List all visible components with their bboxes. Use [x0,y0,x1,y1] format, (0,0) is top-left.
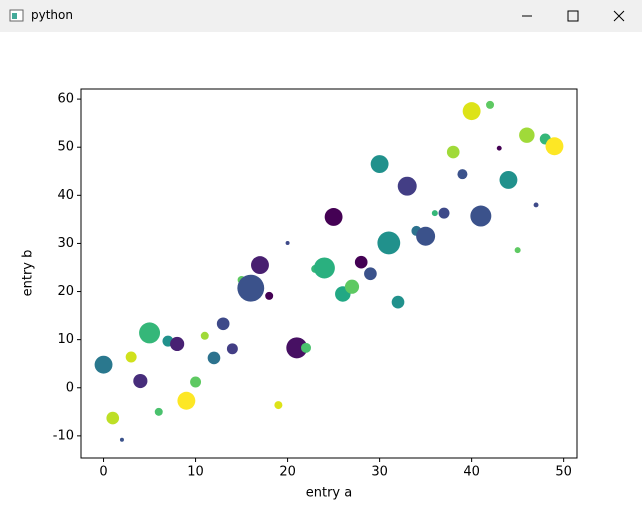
chart: entry a entry b 0 10 20 30 40 50 -10 0 10 20 30 40 5… [21,88,578,501]
point [514,247,521,254]
point [207,351,221,365]
point [416,226,436,246]
y-tick-label: 60 [57,92,74,107]
y-axis-label: entry b [21,250,36,297]
point [226,343,238,355]
point [545,137,564,156]
point [438,207,450,219]
point [431,210,438,217]
point [519,127,535,143]
point [370,155,389,173]
point [313,257,335,279]
point [139,322,161,344]
point [324,208,343,226]
x-tick-label: 40 [463,465,480,480]
point [397,176,417,196]
x-tick-label: 10 [187,465,204,480]
point [462,102,481,121]
point [190,376,202,388]
point [251,256,269,275]
x-tick-label: 0 [99,465,107,480]
minimize-button[interactable] [504,0,550,32]
maximize-button[interactable] [550,0,596,32]
point [496,145,502,151]
point [274,401,283,410]
point [125,351,137,363]
point [344,279,360,294]
y-tick-label: 50 [57,140,74,155]
x-axis-label: entry a [306,486,352,501]
y-tick-label: 40 [57,188,74,203]
point [106,411,120,425]
x-tick-label: 20 [279,465,296,480]
point [285,240,290,245]
y-tick-label: 20 [57,284,74,299]
point [377,231,401,255]
point [237,274,265,302]
window-title: python [31,8,73,22]
app-icon [9,9,24,22]
point [200,331,209,340]
close-button[interactable] [596,0,642,32]
point [154,407,163,416]
point [133,373,148,389]
y-tick-label: -10 [53,428,74,443]
point [177,391,196,410]
point [486,100,495,109]
point [391,295,405,309]
point [94,355,113,374]
point [170,336,185,352]
point [457,169,468,180]
point [216,317,230,331]
point [300,342,311,353]
x-tick-label: 30 [371,465,388,480]
point [265,291,274,300]
point [119,437,124,442]
point [364,267,377,281]
axes-frame [80,88,578,459]
x-tick-label: 50 [555,465,572,480]
title-bar: python [0,0,642,32]
point [499,170,518,189]
point [533,202,539,208]
y-tick-label: 30 [57,236,74,251]
point [446,145,460,159]
y-tick-label: 0 [66,380,74,395]
y-tick-label: 10 [57,332,74,347]
point [470,205,492,227]
point [286,337,308,359]
point [354,255,368,269]
